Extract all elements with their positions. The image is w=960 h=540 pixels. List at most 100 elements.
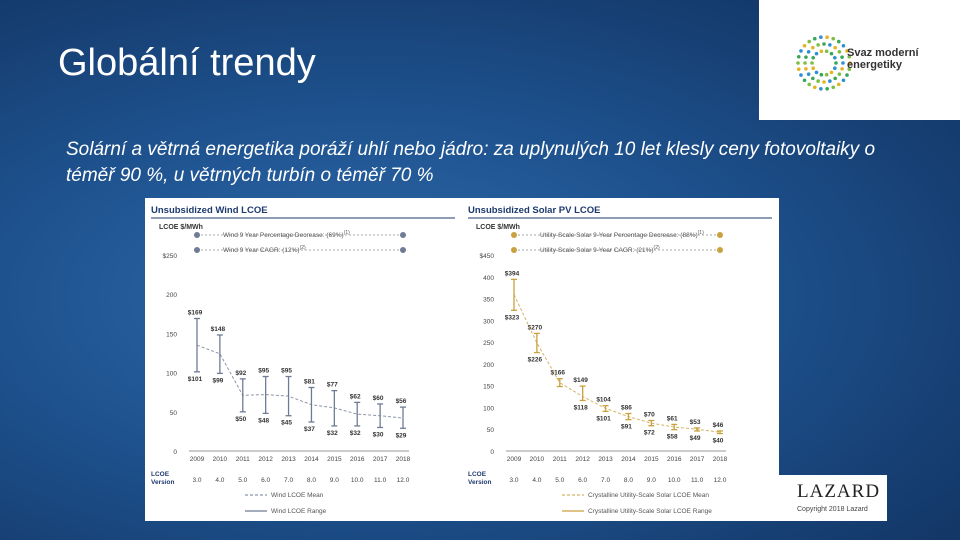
logo-dot — [819, 35, 823, 39]
solar-version: 7.0 — [601, 477, 610, 484]
solar-xtick: 2017 — [690, 456, 705, 463]
logo-dot — [847, 54, 852, 59]
wind-ytick: 200 — [166, 292, 177, 299]
wind-xtick: 2012 — [258, 456, 273, 463]
wind-version: 6.0 — [261, 477, 270, 484]
logo-dot — [807, 82, 812, 87]
wind-low-label: $30 — [373, 431, 384, 438]
logo-dot — [845, 73, 849, 77]
solar-version: 6.0 — [578, 477, 587, 484]
wind-legend-mean: Wind LCOE Mean — [271, 492, 324, 499]
solar-high-label: $53 — [690, 419, 701, 426]
logo-text: Svaz moderní energetiky — [847, 47, 919, 71]
solar-low-label: $40 — [713, 438, 724, 445]
solar-high-label: $104 — [596, 397, 611, 404]
logo-dot — [836, 82, 841, 87]
solar-annotation-dot — [717, 247, 723, 253]
solar-xtick: 2011 — [553, 456, 567, 463]
wind-high-label: $148 — [211, 326, 226, 333]
logo-dot — [811, 76, 815, 81]
logo-dot — [819, 49, 824, 54]
logo-dot — [841, 61, 845, 65]
logo-dot — [814, 51, 819, 56]
logo-dots-icon — [796, 35, 852, 91]
solar-high-label: $86 — [621, 405, 632, 412]
logo-dot — [829, 70, 834, 75]
wind-annotation-marker: (2) — [300, 245, 306, 251]
logo-dot — [822, 42, 826, 46]
logo-dot — [796, 67, 801, 72]
logo-dot — [848, 61, 852, 65]
wind-low-label: $50 — [235, 416, 246, 423]
solar-high-label: $270 — [528, 324, 543, 331]
solar-version-label-1: LCOE — [468, 471, 487, 478]
logo-dot — [847, 67, 852, 72]
logo-dot — [833, 45, 837, 50]
solar-version: 9.0 — [647, 477, 656, 484]
logo-dot — [802, 43, 807, 48]
wind-version: 4.0 — [215, 477, 224, 484]
wind-version: 7.0 — [284, 477, 293, 484]
logo-dot — [811, 66, 815, 71]
wind-version: 11.0 — [374, 477, 387, 484]
solar-annotation-dot — [717, 232, 723, 238]
solar-ytick: 300 — [483, 318, 494, 325]
solar-xtick: 2016 — [667, 456, 682, 463]
solar-ytick: 0 — [490, 449, 494, 456]
solar-version: 11.0 — [691, 477, 704, 484]
wind-low-label: $29 — [396, 432, 407, 439]
solar-version: 3.0 — [509, 477, 518, 484]
solar-ytick: 400 — [483, 275, 494, 282]
wind-version: 8.0 — [307, 477, 316, 484]
solar-high-label: $70 — [644, 412, 655, 419]
wind-version-label-1: LCOE — [151, 471, 170, 478]
wind-version: 3.0 — [192, 477, 201, 484]
lazard-copyright: Copyright 2018 Lazard — [797, 506, 868, 513]
wind-chart-title: Unsubsidized Wind LCOE — [151, 205, 268, 216]
solar-version: 8.0 — [624, 477, 633, 484]
solar-legend-mean: Crystalline Utility-Scale Solar LCOE Mea… — [588, 492, 709, 499]
logo-dot — [833, 66, 837, 71]
logo-dot — [833, 55, 837, 60]
wind-version: 10.0 — [351, 477, 364, 484]
logo-dot — [825, 87, 829, 91]
wind-lcoe-chart: Unsubsidized Wind LCOE LCOE $/MWh Wind 9 Y… — [151, 205, 455, 515]
wind-xtick: 2010 — [213, 456, 228, 463]
logo-dot — [819, 87, 823, 91]
wind-low-label: $37 — [304, 426, 315, 433]
solar-low-label: $101 — [596, 415, 611, 422]
logo-dot — [825, 35, 829, 39]
solar-lcoe-chart: Unsubsidized Solar PV LCOE LCOE $/MWh Util… — [468, 205, 772, 515]
wind-high-label: $169 — [188, 310, 203, 317]
wind-annotation-marker: (1) — [344, 230, 350, 236]
wind-low-label: $101 — [188, 376, 203, 383]
logo-dot — [840, 67, 844, 71]
wind-high-label: $56 — [396, 398, 407, 405]
solar-xtick: 2010 — [530, 456, 545, 463]
logo-dot — [804, 67, 808, 71]
logo-dot — [840, 55, 844, 59]
logo-dot — [824, 72, 829, 77]
slide-title: Globální trendy — [58, 42, 316, 84]
wind-xtick: 2013 — [281, 456, 296, 463]
wind-ylabel: LCOE $/MWh — [159, 224, 203, 231]
solar-low-label: $49 — [690, 435, 701, 442]
solar-low-label: $72 — [644, 430, 655, 437]
logo-dot — [811, 55, 815, 60]
wind-xtick: 2009 — [190, 456, 205, 463]
wind-low-label: $32 — [327, 430, 338, 437]
logo-dot — [834, 61, 838, 65]
solar-xtick: 2014 — [621, 456, 636, 463]
logo-dot — [806, 50, 811, 54]
lazard-name: LAZARD — [797, 481, 881, 502]
logo-dot — [828, 43, 832, 47]
wind-low-label: $45 — [281, 420, 292, 427]
solar-version-label-2: Version — [468, 479, 492, 486]
logo-dot — [796, 54, 801, 59]
logo-dot — [831, 85, 836, 90]
wind-version: 5.0 — [238, 477, 247, 484]
logo-dot — [796, 61, 800, 65]
logo-panel: Svaz moderní energetiky — [759, 0, 960, 120]
logo-dot — [829, 51, 834, 56]
logo-dot — [837, 50, 842, 54]
